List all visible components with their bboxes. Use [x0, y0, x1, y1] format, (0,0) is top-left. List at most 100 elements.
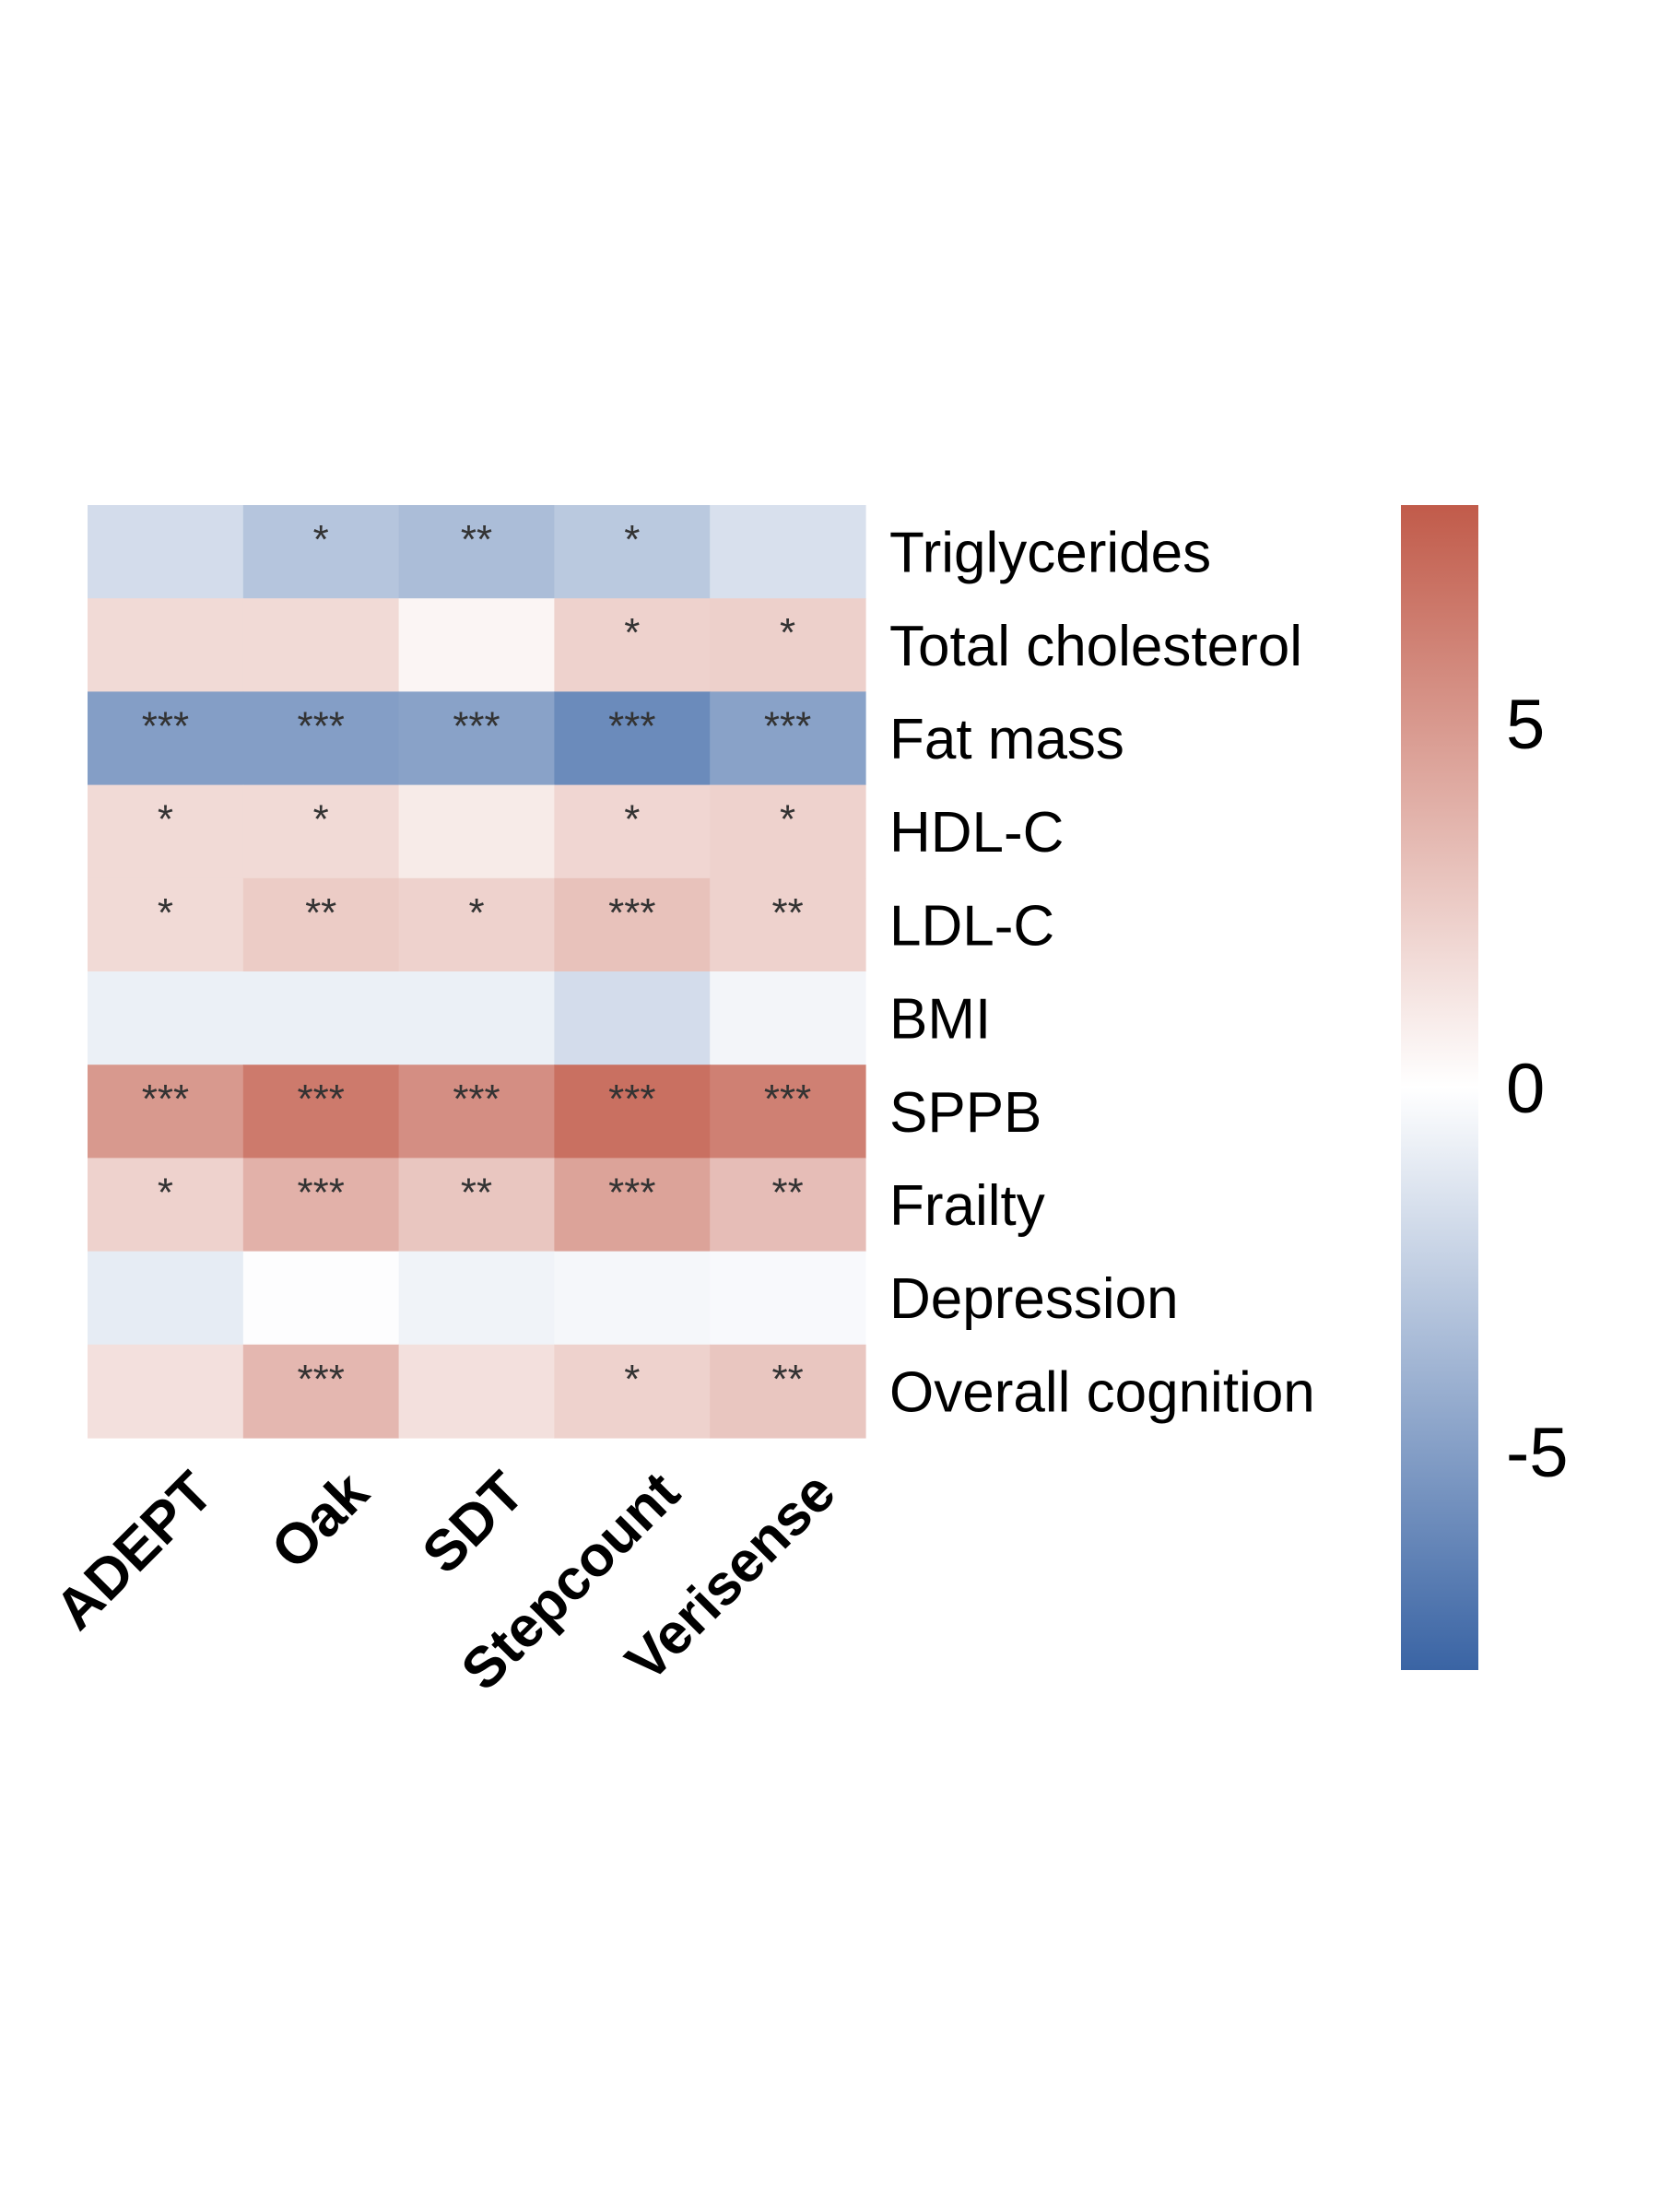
heatmap-cell — [554, 1251, 711, 1346]
colorbar — [1401, 505, 1478, 1670]
significance-mark: * — [313, 797, 329, 842]
heatmap-cell — [554, 505, 711, 599]
heatmap-cell — [242, 691, 400, 786]
significance-mark: *** — [142, 703, 189, 748]
heatmap-cell — [710, 1065, 866, 1159]
heatmap-cell — [554, 598, 711, 692]
significance-mark: * — [780, 610, 795, 655]
significance-mark: * — [624, 1357, 640, 1402]
heatmap-cell — [710, 784, 866, 879]
heatmap-cell — [242, 784, 400, 879]
heatmap-cell — [554, 1158, 711, 1253]
heatmap-cell — [554, 1065, 711, 1159]
heatmap-cell — [710, 1251, 866, 1346]
row-label: BMI — [889, 988, 991, 1052]
row-labels: Triglycerides Total cholesterol Fat mass HD… — [889, 522, 1315, 1425]
significance-mark: * — [158, 797, 173, 842]
heatmap-cell — [554, 971, 711, 1065]
significance-mark: * — [313, 517, 329, 562]
heatmap-cell — [710, 598, 866, 692]
significance-mark: * — [780, 797, 795, 842]
heatmap-cell — [88, 1065, 244, 1159]
significance-mark: *** — [298, 703, 345, 748]
row-label: HDL-C — [889, 801, 1064, 865]
heatmap-cell — [710, 691, 866, 786]
significance-mark: *** — [608, 703, 655, 748]
significance-mark: ** — [305, 890, 336, 935]
significance-mark: * — [468, 890, 484, 935]
column-label: Oak — [260, 1460, 382, 1582]
significance-mark: * — [158, 890, 173, 935]
heatmap-cell — [88, 877, 244, 972]
significance-mark: * — [624, 610, 640, 655]
heatmap-cell — [710, 971, 866, 1065]
row-label: Triglycerides — [889, 522, 1211, 585]
significance-mark: *** — [608, 1077, 655, 1122]
significance-mark: *** — [298, 1170, 345, 1215]
column-label: SDT — [411, 1460, 537, 1586]
heatmap-cell — [88, 505, 244, 599]
heatmap-cell — [554, 691, 711, 786]
significance-mark: *** — [764, 1077, 811, 1122]
row-label: Fat mass — [889, 708, 1124, 771]
significance-marks: * ** ** **** *** *** *** **** * * ** ** * *** ***** ***… — [142, 517, 812, 1402]
column-label: ADEPT — [43, 1460, 225, 1641]
significance-mark: *** — [142, 1077, 189, 1122]
heatmap-cell — [88, 1344, 244, 1439]
heatmap-cell — [554, 877, 711, 972]
significance-mark: * — [624, 517, 640, 562]
heatmap-cell — [554, 1344, 711, 1439]
heatmap-cell — [398, 877, 555, 972]
significance-mark: *** — [453, 1077, 500, 1122]
heatmap-cell — [398, 784, 555, 879]
colorbar-ticks: 5 0 -5 — [1506, 686, 1569, 1492]
significance-mark: *** — [298, 1357, 345, 1402]
heatmap-cell — [554, 784, 711, 879]
significance-mark: ** — [461, 1170, 492, 1215]
heatmap-cell — [88, 691, 244, 786]
significance-mark: *** — [764, 703, 811, 748]
heatmap-cell — [242, 877, 400, 972]
heatmap-cell — [242, 505, 400, 599]
heatmap-cell — [398, 505, 555, 599]
significance-mark: ** — [461, 517, 492, 562]
heatmap-cell — [242, 1251, 400, 1346]
heatmap-cell — [398, 691, 555, 786]
row-label: LDL-C — [889, 894, 1054, 958]
row-label: Total cholesterol — [889, 615, 1302, 678]
significance-mark: *** — [453, 703, 500, 748]
significance-mark: *** — [298, 1077, 345, 1122]
row-label: Depression — [889, 1267, 1179, 1331]
heatmap-cell — [242, 1158, 400, 1253]
heatmap-cell — [88, 971, 244, 1065]
heatmap-cells — [88, 505, 866, 1439]
colorbar-tick-label: 0 — [1506, 1050, 1545, 1128]
heatmap-cell — [88, 1158, 244, 1253]
heatmap-cell — [710, 1344, 866, 1439]
colorbar-tick-label: -5 — [1506, 1414, 1569, 1492]
heatmap-cell — [398, 1251, 555, 1346]
heatmap-cell — [88, 1251, 244, 1346]
heatmap-cell — [398, 1158, 555, 1253]
row-label: SPPB — [889, 1081, 1041, 1145]
heatmap-cell — [710, 877, 866, 972]
significance-mark: ** — [771, 1357, 803, 1402]
colorbar-gradient — [1401, 505, 1478, 1670]
significance-mark: *** — [608, 1170, 655, 1215]
significance-mark: * — [158, 1170, 173, 1215]
row-label: Overall cognition — [889, 1360, 1315, 1424]
significance-mark: ** — [771, 890, 803, 935]
heatmap-cell — [242, 1344, 400, 1439]
heatmap-cell — [242, 1065, 400, 1159]
heatmap-cell — [398, 1344, 555, 1439]
significance-mark: *** — [608, 890, 655, 935]
heatmap-cell — [88, 784, 244, 879]
heatmap-cell — [398, 598, 555, 692]
heatmap-cell — [398, 1065, 555, 1159]
heatmap-cell — [242, 971, 400, 1065]
row-label: Frailty — [889, 1174, 1045, 1238]
significance-mark: ** — [771, 1170, 803, 1215]
heatmap-cell — [710, 1158, 866, 1253]
